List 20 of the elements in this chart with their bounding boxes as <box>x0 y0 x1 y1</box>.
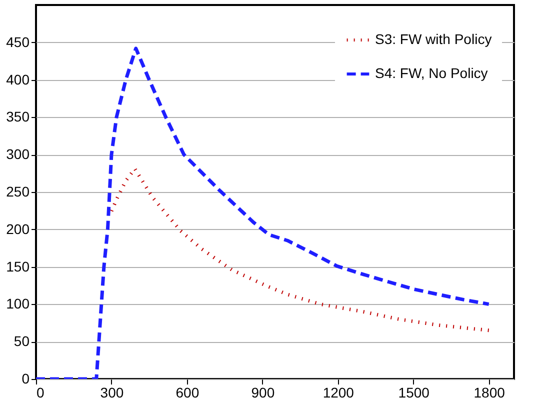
y-tick-label: 150 <box>6 258 30 274</box>
x-tick-label: 1500 <box>398 384 430 400</box>
y-tick-label: 200 <box>6 220 30 237</box>
y-tick-label: 450 <box>6 34 30 50</box>
y-tick-label: 100 <box>6 296 30 312</box>
legend-label: S4: FW, No Policy <box>375 65 488 81</box>
y-tick-label: 0 <box>22 370 30 386</box>
y-tick-label: 50 <box>14 333 30 350</box>
legend-label: S3: FW with Policy <box>375 31 492 47</box>
x-tick-label: 900 <box>251 384 275 400</box>
line-series <box>36 46 491 379</box>
x-tick-label: 600 <box>176 384 200 400</box>
y-tick-label: 250 <box>6 184 30 200</box>
y-tick-label: 350 <box>6 108 30 125</box>
x-tick-label: 1800 <box>474 384 506 400</box>
x-tick-label: 300 <box>100 384 124 400</box>
x-tick-label: 0 <box>36 384 44 400</box>
x-tick-label: 1200 <box>322 384 354 400</box>
y-tick-label: 400 <box>6 71 30 88</box>
y-tick-label: 300 <box>6 146 30 162</box>
